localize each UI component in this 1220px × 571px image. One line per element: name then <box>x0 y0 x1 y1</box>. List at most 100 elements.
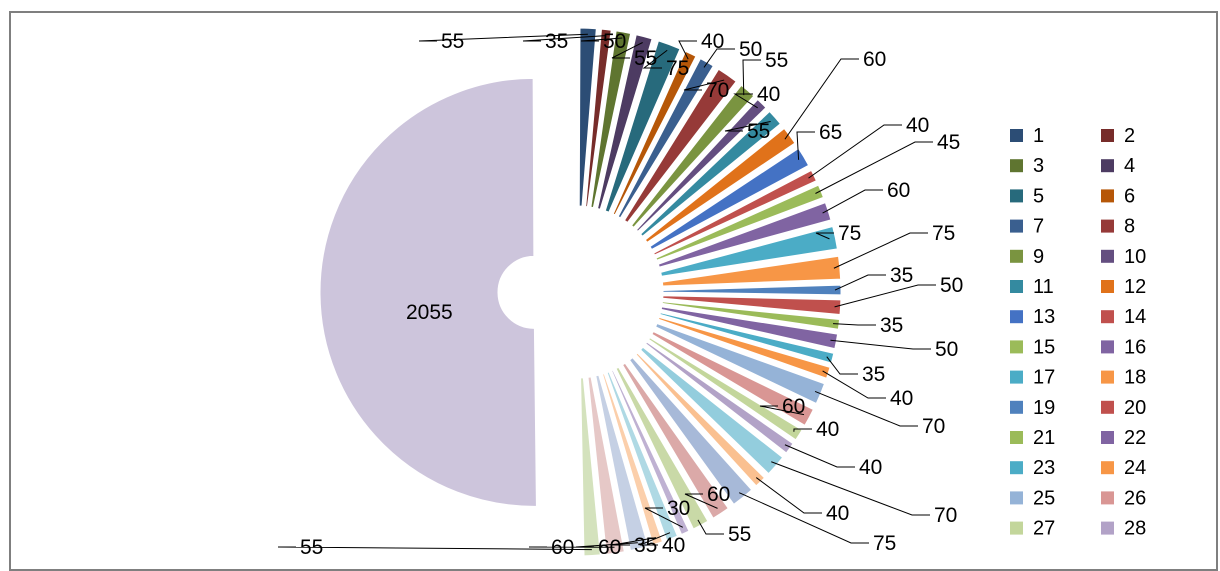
legend-label-22: 22 <box>1124 427 1146 449</box>
legend-label-14: 14 <box>1124 306 1146 328</box>
leader-line-21 <box>833 324 876 325</box>
legend-label-7: 7 <box>1033 216 1044 238</box>
legend-swatch-26 <box>1101 491 1114 504</box>
legend-swatch-23 <box>1010 461 1023 474</box>
legend-item-5: 5 <box>1010 185 1044 207</box>
pie-slice-19 <box>663 285 841 295</box>
legend-label-13: 13 <box>1033 306 1055 328</box>
legend-label-12: 12 <box>1124 276 1146 298</box>
data-label-16: 60 <box>887 179 910 202</box>
data-label-14: 40 <box>906 114 929 137</box>
legend-swatch-24 <box>1101 461 1114 474</box>
legend-label-3: 3 <box>1033 155 1044 177</box>
leader-line-28 <box>785 445 855 467</box>
legend-item-22: 22 <box>1101 427 1146 449</box>
data-label-3: 50 <box>603 30 626 53</box>
legend-item-10: 10 <box>1101 246 1146 268</box>
legend-swatch-2 <box>1101 129 1114 142</box>
leader-line-15 <box>815 142 933 193</box>
legend-swatch-25 <box>1010 491 1023 504</box>
legend-swatch-18 <box>1101 371 1114 384</box>
legend-item-16: 16 <box>1101 336 1146 358</box>
legend-item-1: 1 <box>1010 125 1044 147</box>
legend-item-18: 18 <box>1101 367 1146 389</box>
legend-label-17: 17 <box>1033 367 1055 389</box>
data-label-17: 75 <box>838 222 861 245</box>
legend-item-2: 2 <box>1101 125 1135 147</box>
legend-label-10: 10 <box>1124 246 1146 268</box>
legend-swatch-15 <box>1010 340 1023 353</box>
legend-item-6: 6 <box>1101 185 1135 207</box>
legend-item-17: 17 <box>1010 367 1055 389</box>
legend-swatch-3 <box>1010 159 1023 172</box>
legend-label-11: 11 <box>1033 276 1054 298</box>
legend-label-28: 28 <box>1124 518 1146 540</box>
legend-label-2: 2 <box>1124 125 1135 147</box>
legend-swatch-17 <box>1010 371 1023 384</box>
legend-swatch-12 <box>1101 280 1114 293</box>
leader-line-30 <box>756 478 822 513</box>
data-label-9: 55 <box>765 49 788 72</box>
legend-swatch-11 <box>1010 280 1023 293</box>
legend-label-26: 26 <box>1124 487 1146 509</box>
legend-label-21: 21 <box>1033 427 1055 449</box>
data-label-24: 40 <box>890 387 913 410</box>
legend-item-13: 13 <box>1010 306 1055 328</box>
legend-label-4: 4 <box>1124 155 1135 177</box>
legend-label-27: 27 <box>1033 518 1055 540</box>
data-label-2: 35 <box>545 30 568 53</box>
leader-line-19 <box>835 275 886 290</box>
legend-item-19: 19 <box>1010 397 1055 419</box>
data-label-7: 50 <box>739 38 762 61</box>
legend-swatch-5 <box>1010 189 1023 202</box>
data-label-37: 60 <box>598 536 621 559</box>
legend-item-28: 28 <box>1101 518 1146 540</box>
legend-item-4: 4 <box>1101 155 1135 177</box>
legend-swatch-8 <box>1101 220 1114 233</box>
data-label-34: 30 <box>667 497 690 520</box>
data-label-19: 35 <box>890 264 913 287</box>
legend-item-25: 25 <box>1010 487 1055 509</box>
leader-line-20 <box>835 285 936 307</box>
legend-swatch-21 <box>1010 431 1023 444</box>
legend-item-20: 20 <box>1101 397 1146 419</box>
legend-label-23: 23 <box>1033 457 1055 479</box>
leader-line-29 <box>771 462 930 515</box>
data-label-38: 60 <box>551 536 574 559</box>
data-label-40: 2055 <box>406 301 453 324</box>
legend-swatch-1 <box>1010 129 1023 142</box>
data-label-20: 50 <box>940 274 963 297</box>
legend-swatch-14 <box>1101 310 1114 323</box>
legend-swatch-28 <box>1101 522 1114 535</box>
data-label-25: 70 <box>922 415 945 438</box>
data-label-6: 40 <box>701 30 724 53</box>
legend-swatch-10 <box>1101 250 1114 263</box>
data-label-39: 55 <box>300 536 323 559</box>
legend-item-23: 23 <box>1010 457 1055 479</box>
data-label-27: 40 <box>816 418 839 441</box>
pie-slice-40 <box>320 78 536 506</box>
data-label-15: 45 <box>937 131 960 154</box>
leader-line-22 <box>830 340 931 349</box>
legend-swatch-22 <box>1101 431 1114 444</box>
legend-label-8: 8 <box>1124 216 1135 238</box>
data-label-11: 55 <box>747 120 770 143</box>
data-label-36: 35 <box>634 534 657 557</box>
legend-item-14: 14 <box>1101 306 1146 328</box>
legend-swatch-19 <box>1010 401 1023 414</box>
data-label-10: 40 <box>757 83 780 106</box>
legend-label-18: 18 <box>1124 367 1146 389</box>
legend-swatch-20 <box>1101 401 1114 414</box>
legend-swatch-4 <box>1101 159 1114 172</box>
data-label-30: 40 <box>826 502 849 525</box>
data-label-21: 35 <box>880 314 903 337</box>
legend-label-20: 20 <box>1124 397 1146 419</box>
data-label-22: 50 <box>935 338 958 361</box>
legend-label-16: 16 <box>1124 336 1146 358</box>
legend-item-12: 12 <box>1101 276 1146 298</box>
legend-label-9: 9 <box>1033 246 1044 268</box>
legend-label-19: 19 <box>1033 397 1055 419</box>
data-label-35: 40 <box>662 534 685 557</box>
legend-label-24: 24 <box>1124 457 1146 479</box>
